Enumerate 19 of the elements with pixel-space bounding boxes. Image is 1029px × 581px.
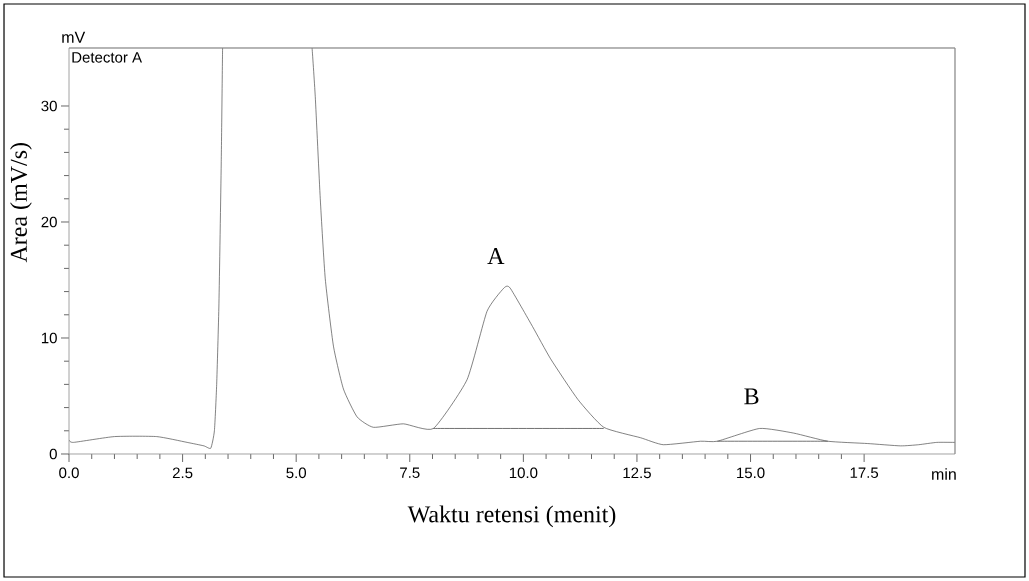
x-tick-label: 10.0 <box>509 467 538 479</box>
y-tick-label: 10 <box>41 332 57 344</box>
y-axis-title: Area (mV/s) <box>10 143 32 263</box>
y-tick-label: 30 <box>41 100 57 112</box>
x-tick-label: 12.5 <box>623 467 651 479</box>
x-tick-label: 17.5 <box>850 467 879 478</box>
annotation: B <box>744 388 759 405</box>
x-axis-title: Waktu retensi (menit) <box>407 505 616 528</box>
y-tick-label: 0 <box>49 448 57 460</box>
x-tick-label: 5.0 <box>286 467 307 479</box>
x-tick-label: 7.5 <box>400 467 420 478</box>
text: min <box>932 468 956 480</box>
x-tick-label: 2.5 <box>172 467 193 479</box>
x-tick-label: 0.0 <box>59 467 79 479</box>
annotation: A <box>487 248 505 264</box>
y-tick-label: 20 <box>41 216 57 228</box>
annotation: Detector A <box>72 52 143 63</box>
text: mV <box>62 31 86 43</box>
x-tick-label: 15.0 <box>737 467 765 479</box>
